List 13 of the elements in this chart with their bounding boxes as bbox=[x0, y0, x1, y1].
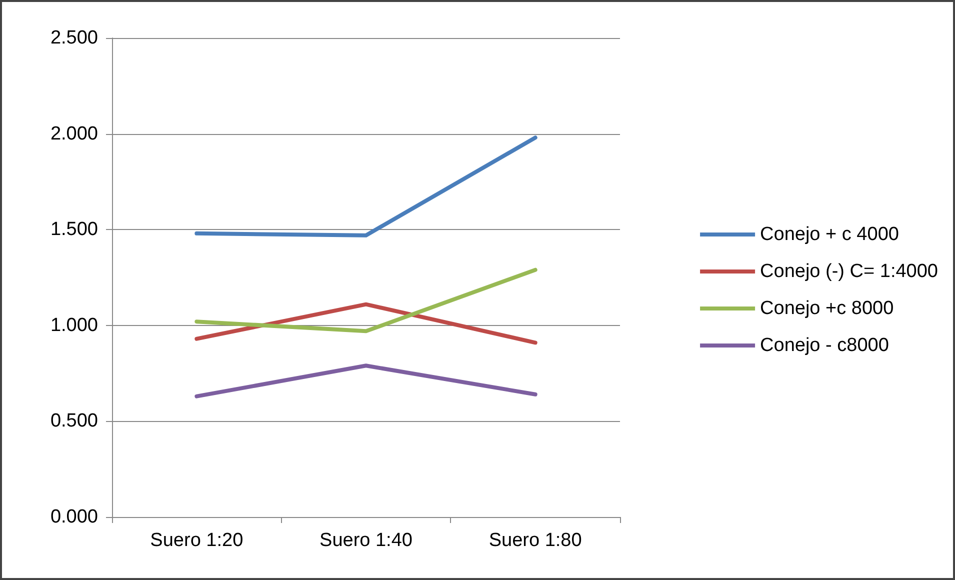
y-tick-label: 2.000 bbox=[50, 123, 98, 144]
legend-label: Conejo - c8000 bbox=[760, 335, 889, 356]
legend-label: Conejo +c 8000 bbox=[760, 298, 894, 319]
x-tick-label: Suero 1:80 bbox=[488, 530, 582, 551]
y-tick-label: 0.500 bbox=[50, 410, 98, 432]
legend-label: Conejo (-) C= 1:4000 bbox=[760, 261, 938, 282]
y-tick-label: 1.000 bbox=[50, 314, 98, 336]
x-tick-label: Suero 1:20 bbox=[150, 530, 244, 551]
y-tick-label: 1.500 bbox=[50, 219, 98, 240]
x-tick-label: Suero 1:40 bbox=[320, 530, 412, 551]
legend-label: Conejo + c 4000 bbox=[760, 224, 899, 245]
y-tick-label: 0.000 bbox=[50, 506, 98, 528]
y-tick-label: 2.500 bbox=[50, 28, 98, 48]
